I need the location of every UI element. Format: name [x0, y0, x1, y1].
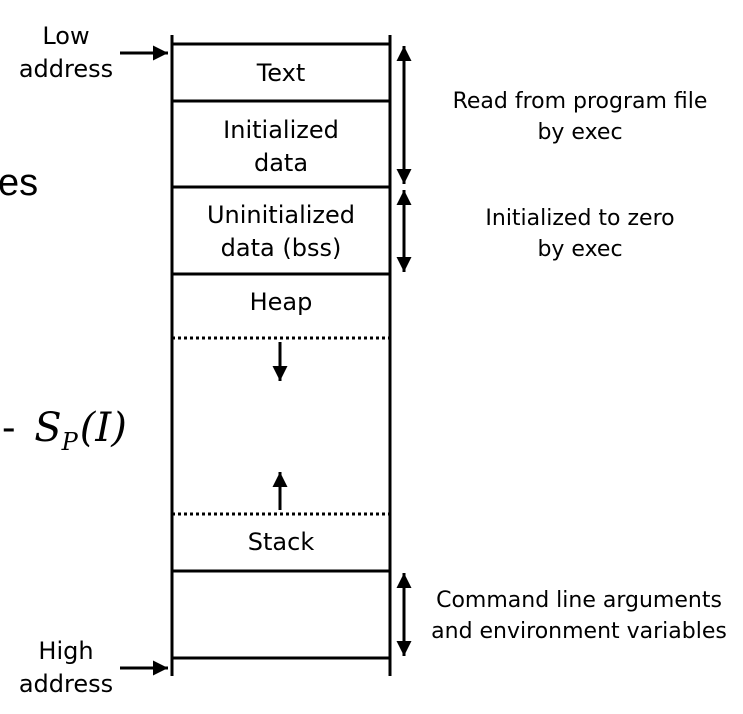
initialized-zero-note: Initialized to zero by exec — [420, 203, 740, 265]
initialized-data-line-2: data — [253, 149, 309, 177]
high-address-line-2: address — [18, 670, 114, 698]
initialized-zero-line-2: by exec — [537, 237, 623, 262]
read-from-program-note: Read from program file by exec — [420, 86, 740, 148]
formula-s: S — [34, 405, 62, 451]
segment-heap-label: Heap — [249, 288, 313, 316]
uninitialized-data-line-2: data (bss) — [220, 234, 342, 262]
read-from-program-line-2: by exec — [537, 120, 623, 145]
segment-stack-label: Stack — [247, 528, 315, 556]
low-address-line-1: Low — [42, 22, 90, 50]
segment-initialized-data-label: Initialized data — [174, 114, 388, 180]
read-from-program-line-1: Read from program file — [452, 89, 708, 114]
command-line-line-2: and environment variables — [431, 619, 727, 644]
background-formula-fragment: - SP(I) — [2, 402, 127, 468]
initialized-data-line-1: Initialized — [223, 116, 339, 144]
background-text-fragment: es — [0, 162, 39, 204]
high-address-label: High address — [10, 635, 122, 701]
formula-argument: (I) — [79, 405, 127, 451]
segment-uninitialized-data-label: Uninitialized data (bss) — [174, 199, 388, 265]
formula-dash: - — [2, 405, 16, 451]
initialized-zero-line-1: Initialized to zero — [485, 206, 675, 231]
command-line-line-1: Command line arguments — [436, 588, 722, 613]
command-line-note: Command line arguments and environment v… — [418, 585, 740, 647]
formula-subscript: P — [61, 428, 78, 456]
low-address-line-2: address — [18, 55, 114, 83]
low-address-label: Low address — [10, 20, 122, 86]
segment-text-label: Text — [256, 59, 306, 87]
uninitialized-data-line-1: Uninitialized — [206, 201, 356, 229]
high-address-line-1: High — [38, 637, 94, 665]
